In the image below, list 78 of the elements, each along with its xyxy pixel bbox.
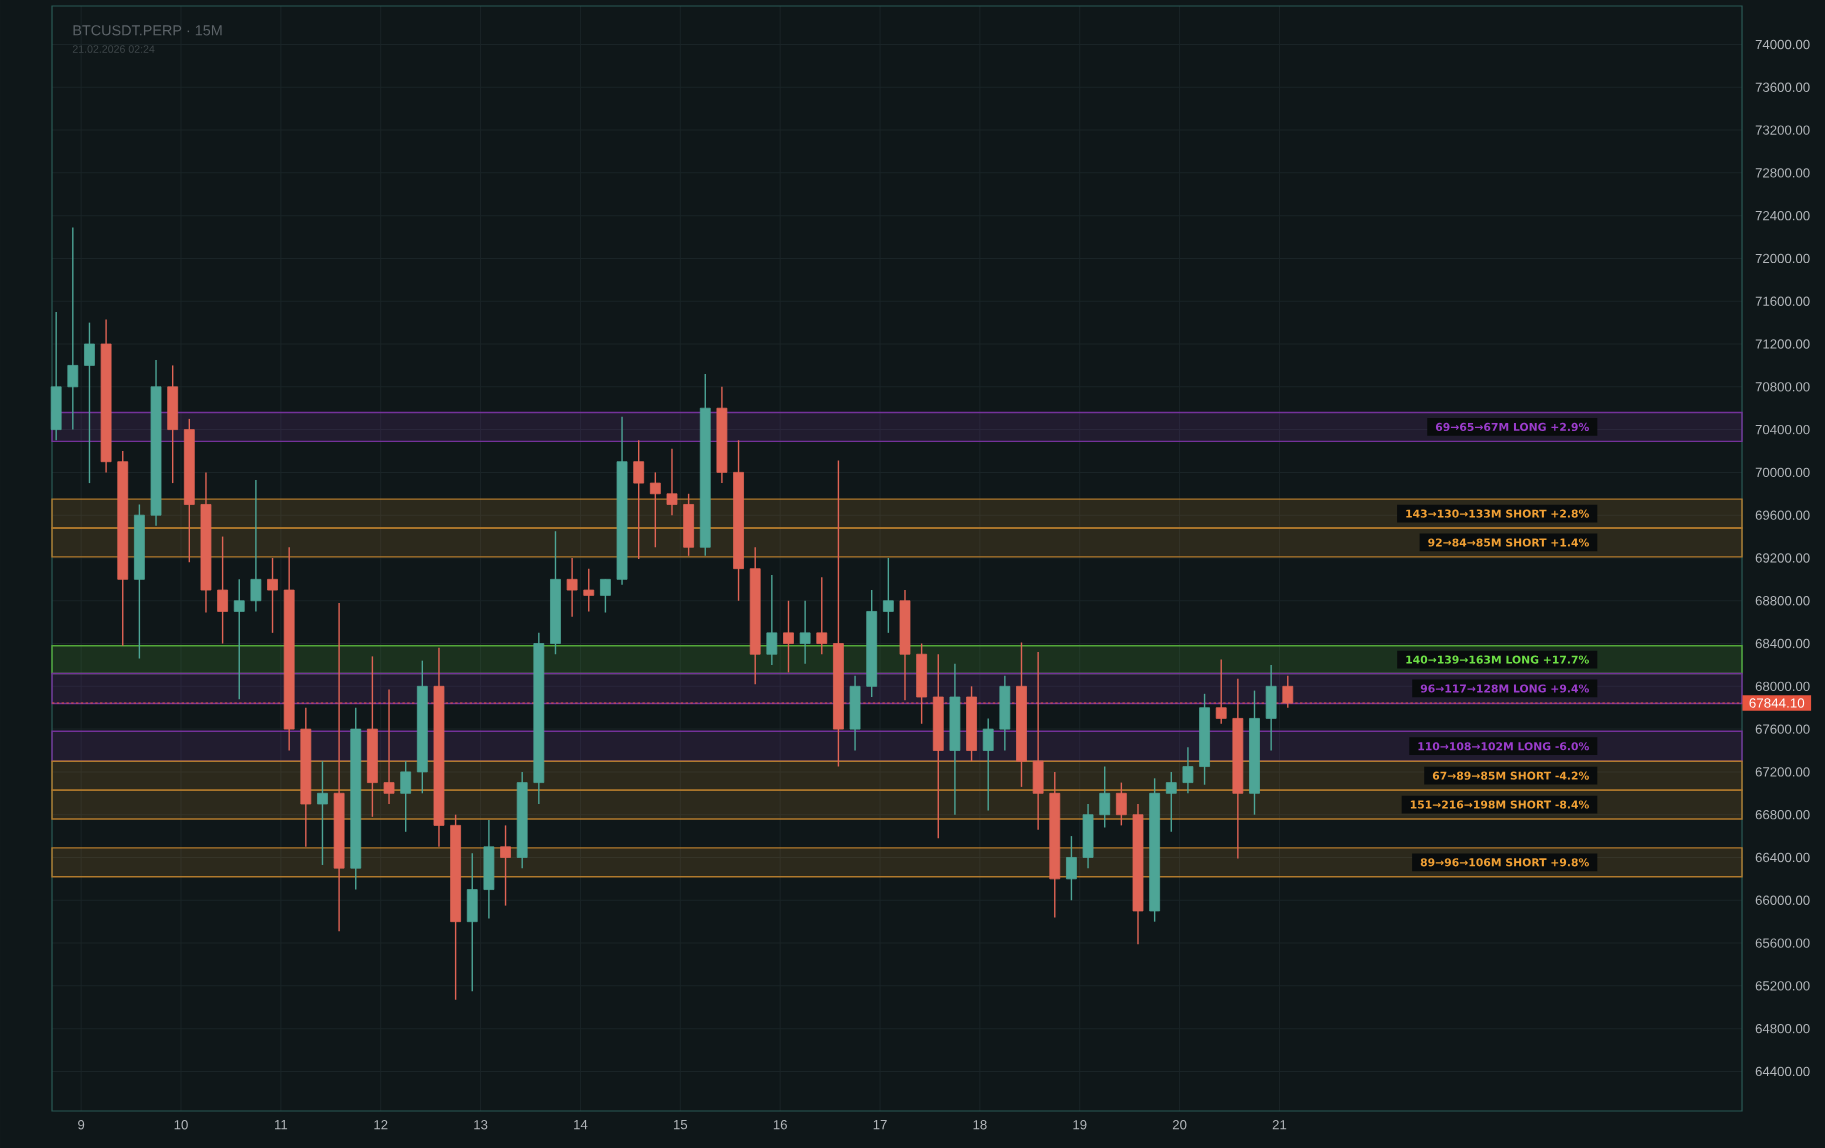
candlestick — [383, 688, 395, 805]
y-tick-label: 68400.00 — [1755, 638, 1810, 649]
candlestick — [666, 448, 678, 516]
y-tick-label: 65600.00 — [1755, 938, 1810, 948]
y-tick-label: 74000.00 — [1755, 39, 1810, 50]
candlestick — [1282, 674, 1294, 709]
y-tick-label: 65200.00 — [1755, 981, 1810, 991]
y-tick-label: 68000.00 — [1755, 681, 1810, 691]
x-tick-label: 13 — [474, 1120, 488, 1130]
y-tick-label: 69600.00 — [1755, 510, 1810, 520]
y-tick-label: 69200.00 — [1755, 553, 1810, 563]
x-tick-label: 10 — [174, 1120, 188, 1130]
y-tick-label: 73600.00 — [1755, 82, 1810, 92]
candlestick — [67, 226, 79, 431]
candlestick — [566, 557, 578, 618]
candlestick — [816, 576, 828, 655]
candlestick — [882, 557, 894, 634]
candlestick — [649, 471, 661, 548]
candlestick — [982, 717, 994, 812]
y-tick-label: 66400.00 — [1755, 852, 1810, 863]
candlestick — [1099, 765, 1111, 829]
y-tick-label: 68800.00 — [1755, 596, 1810, 606]
x-tick-label: 12 — [374, 1120, 388, 1130]
y-tick-label: 73200.00 — [1755, 125, 1810, 135]
candlestick — [600, 578, 611, 614]
x-tick-label: 14 — [574, 1120, 588, 1130]
candlestick — [267, 557, 278, 634]
band-label: 151→216→198M SHORT -8.4% — [1410, 800, 1589, 809]
x-tick-label: 19 — [1073, 1120, 1087, 1130]
candlestick — [500, 824, 511, 907]
y-tick-label: 70400.00 — [1755, 424, 1810, 435]
candlestick — [400, 760, 412, 833]
x-tick-label: 9 — [78, 1120, 85, 1130]
candlestick — [633, 439, 645, 560]
candlestick — [217, 535, 228, 645]
candlestick — [1066, 835, 1077, 901]
y-tick-label: 64800.00 — [1755, 1023, 1810, 1034]
band-label: 89→96→106M SHORT +9.8% — [1420, 858, 1589, 867]
x-tick-label: 18 — [973, 1120, 987, 1130]
y-tick-label: 71600.00 — [1755, 296, 1810, 306]
candlestick — [317, 760, 328, 866]
y-tick-label: 67200.00 — [1755, 767, 1810, 777]
y-tick-label: 64400.00 — [1755, 1066, 1810, 1077]
x-tick-label: 15 — [673, 1120, 688, 1130]
band-label: 143→130→133M SHORT +2.8% — [1406, 509, 1589, 518]
x-tick-label: 20 — [1172, 1120, 1187, 1130]
y-tick-label: 72400.00 — [1755, 210, 1810, 221]
x-tick-label: 17 — [873, 1120, 887, 1130]
candlestick — [1115, 781, 1127, 827]
candlestick — [766, 574, 778, 666]
y-tick-label: 66800.00 — [1755, 810, 1810, 820]
band-label: 96→117→128M LONG +9.4% — [1420, 684, 1589, 693]
band-label: 67→89→85M SHORT -4.2% — [1432, 771, 1589, 780]
candlestick — [1182, 746, 1194, 794]
candlestick — [583, 567, 595, 613]
candlestick — [783, 600, 794, 674]
x-tick-label: 21 — [1272, 1120, 1287, 1130]
candlestick — [250, 479, 262, 613]
candlestick — [84, 321, 95, 484]
candlestick — [233, 578, 245, 700]
y-tick-label: 66000.00 — [1755, 895, 1810, 905]
y-tick-label: 72000.00 — [1755, 253, 1810, 264]
y-tick-label: 70800.00 — [1755, 382, 1810, 392]
x-tick-label: 11 — [275, 1120, 288, 1130]
x-tick-label: 16 — [773, 1120, 787, 1130]
ref-line-label: 67844.10 — [1749, 698, 1805, 708]
text: BTCUSDT.PERP · 15M — [73, 25, 222, 36]
band-label: 92→84→85M SHORT +1.4% — [1428, 538, 1589, 547]
y-tick-label: 67600.00 — [1755, 724, 1810, 734]
y-tick-label: 70000.00 — [1755, 467, 1810, 478]
band-label: 140→139→163M LONG +17.7% — [1406, 655, 1589, 664]
band-label: 110→108→102M LONG -6.0% — [1418, 742, 1589, 751]
candlestick — [1165, 771, 1177, 833]
candlestick — [799, 600, 811, 665]
y-tick-label: 72800.00 — [1755, 168, 1810, 178]
candlestick — [1215, 658, 1227, 725]
band-label: 69→65→67M LONG +2.9% — [1435, 422, 1589, 432]
y-tick-label: 71200.00 — [1755, 339, 1810, 349]
